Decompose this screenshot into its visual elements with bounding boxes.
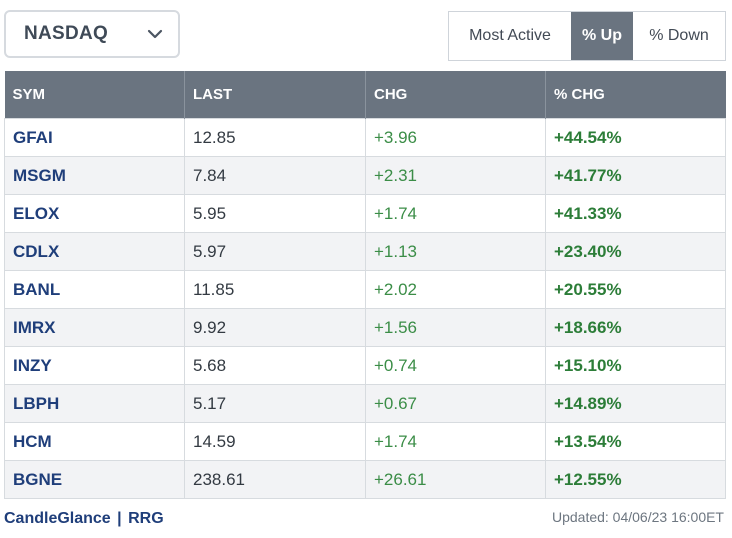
percent-change-cell: +12.55% — [545, 460, 726, 499]
percent-change-cell: +44.54% — [545, 118, 726, 157]
change-cell: +1.74 — [365, 422, 546, 461]
column-header-pct-chg[interactable]: % CHG — [545, 71, 726, 119]
table-row[interactable]: INZY 5.68 +0.74 +15.10% — [4, 346, 726, 385]
column-header-last[interactable]: LAST — [184, 71, 366, 119]
last-cell: 5.97 — [184, 232, 366, 271]
table-row[interactable]: IMRX 9.92 +1.56 +18.66% — [4, 308, 726, 347]
symbol-cell[interactable]: GFAI — [4, 118, 185, 157]
change-cell: +3.96 — [365, 118, 546, 157]
table-row[interactable]: BANL 11.85 +2.02 +20.55% — [4, 270, 726, 309]
updated-timestamp: Updated: 04/06/23 16:00ET — [551, 509, 724, 525]
filter-tabs: Most Active % Up % Down — [448, 11, 726, 61]
column-header-sym[interactable]: SYM — [4, 71, 185, 119]
symbol-cell[interactable]: HCM — [4, 422, 185, 461]
exchange-select-value: NASDAQ — [24, 23, 109, 44]
percent-change-cell: +13.54% — [545, 422, 726, 461]
movers-table: SYM LAST CHG % CHG GFAI 12.85 +3.96 +44.… — [4, 71, 726, 499]
percent-change-cell: +23.40% — [545, 232, 726, 271]
candleglance-link[interactable]: CandleGlance — [4, 510, 111, 527]
symbol-cell[interactable]: BGNE — [4, 460, 185, 499]
exchange-select[interactable]: NASDAQ — [4, 10, 180, 58]
change-cell: +2.02 — [365, 270, 546, 309]
change-cell: +1.13 — [365, 232, 546, 271]
last-cell: 5.68 — [184, 346, 366, 385]
last-cell: 12.85 — [184, 118, 366, 157]
last-cell: 5.17 — [184, 384, 366, 423]
change-cell: +1.74 — [365, 194, 546, 233]
change-cell: +1.56 — [365, 308, 546, 347]
table-row[interactable]: LBPH 5.17 +0.67 +14.89% — [4, 384, 726, 423]
table-row[interactable]: GFAI 12.85 +3.96 +44.54% — [4, 118, 726, 157]
symbol-cell[interactable]: IMRX — [4, 308, 185, 347]
last-cell: 9.92 — [184, 308, 366, 347]
percent-change-cell: +20.55% — [545, 270, 726, 309]
change-cell: +2.31 — [365, 156, 546, 195]
last-cell: 11.85 — [184, 270, 366, 309]
tab-percent-down[interactable]: % Down — [633, 12, 725, 60]
table-row[interactable]: CDLX 5.97 +1.13 +23.40% — [4, 232, 726, 271]
table-header-row: SYM LAST CHG % CHG — [4, 71, 726, 119]
percent-change-cell: +15.10% — [545, 346, 726, 385]
symbol-cell[interactable]: ELOX — [4, 194, 185, 233]
percent-change-cell: +41.33% — [545, 194, 726, 233]
symbol-cell[interactable]: INZY — [4, 346, 185, 385]
change-cell: +0.74 — [365, 346, 546, 385]
change-cell: +26.61 — [365, 460, 546, 499]
symbol-cell[interactable]: LBPH — [4, 384, 185, 423]
last-cell: 14.59 — [184, 422, 366, 461]
table-row[interactable]: BGNE 238.61 +26.61 +12.55% — [4, 460, 726, 499]
percent-change-cell: +14.89% — [545, 384, 726, 423]
last-cell: 7.84 — [184, 156, 366, 195]
table-row[interactable]: ELOX 5.95 +1.74 +41.33% — [4, 194, 726, 233]
percent-change-cell: +41.77% — [545, 156, 726, 195]
table-row[interactable]: HCM 14.59 +1.74 +13.54% — [4, 422, 726, 461]
last-cell: 5.95 — [184, 194, 366, 233]
table-row[interactable]: MSGM 7.84 +2.31 +41.77% — [4, 156, 726, 195]
symbol-cell[interactable]: BANL — [4, 270, 185, 309]
symbol-cell[interactable]: CDLX — [4, 232, 185, 271]
change-cell: +0.67 — [365, 384, 546, 423]
last-cell: 238.61 — [184, 460, 366, 499]
footer-separator: | — [117, 510, 122, 527]
percent-change-cell: +18.66% — [545, 308, 726, 347]
column-header-chg[interactable]: CHG — [365, 71, 546, 119]
tab-percent-up[interactable]: % Up — [571, 12, 633, 60]
rrg-link[interactable]: RRG — [128, 510, 164, 527]
chevron-down-icon — [147, 29, 163, 39]
symbol-cell[interactable]: MSGM — [4, 156, 185, 195]
tab-most-active[interactable]: Most Active — [449, 12, 571, 60]
footer-links: CandleGlance | RRG — [4, 510, 164, 528]
